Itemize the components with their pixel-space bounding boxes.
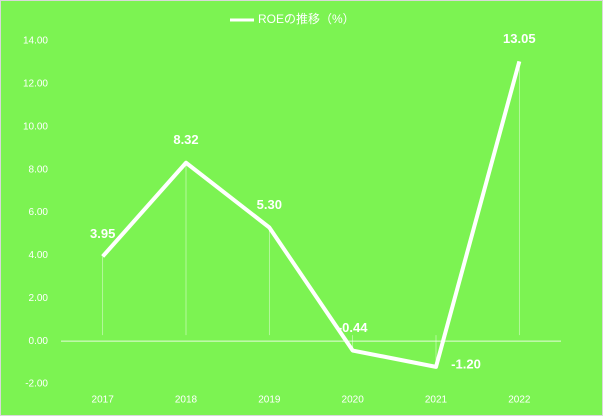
- y-tick-label: 2.00: [29, 293, 49, 304]
- x-tick-label: 2017: [92, 395, 115, 406]
- x-tick-label: 2020: [342, 395, 365, 406]
- data-label: 5.30: [257, 197, 282, 212]
- data-label: 13.05: [503, 31, 536, 46]
- x-tick-label: 2019: [258, 395, 281, 406]
- y-tick-label: 12.00: [23, 79, 48, 90]
- line: [101, 60, 522, 369]
- y-tick-label: 4.00: [29, 250, 49, 261]
- data-label: 8.32: [173, 132, 198, 147]
- y-tick-label: 6.00: [29, 207, 49, 218]
- data-label: -1.20: [451, 356, 481, 371]
- x-tick-label: 2021: [425, 395, 448, 406]
- y-tick-label: 0.00: [29, 336, 49, 347]
- data-label: 3.95: [90, 226, 115, 241]
- y-tick-label: 14.00: [23, 36, 48, 47]
- y-tick-label: 8.00: [29, 164, 49, 175]
- y-tick-label: 10.00: [23, 121, 48, 132]
- x-tick-label: 2018: [175, 395, 198, 406]
- y-tick-label: -2.00: [25, 379, 48, 390]
- x-tick-label: 2022: [508, 395, 531, 406]
- data-label: -0.44: [338, 320, 368, 335]
- legend-label: ROEの推移（%）: [258, 12, 355, 26]
